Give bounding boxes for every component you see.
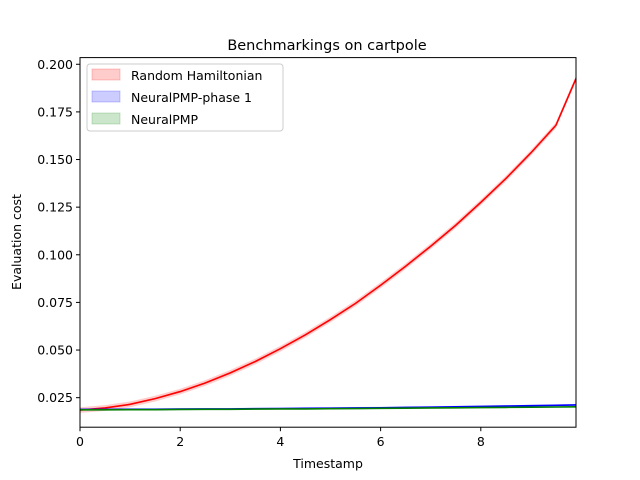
y-tick-label: 0.125 xyxy=(37,200,73,215)
line-neuralpmp xyxy=(80,406,577,411)
legend-box xyxy=(86,63,284,132)
legend-label-neuralpmp-phase-1: NeuralPMP-phase 1 xyxy=(131,90,252,105)
line-random-hamiltonian xyxy=(79,78,577,411)
x-tick-label: 8 xyxy=(477,434,485,449)
y-axis-ticks: 0.025 0.050 0.075 0.100 0.125 0.150 0.175 0.200 xyxy=(37,57,80,405)
y-tick-label: 0.025 xyxy=(37,390,73,405)
legend-swatch-random-hamiltonian xyxy=(91,68,121,81)
x-tick-label: 4 xyxy=(276,434,284,449)
plot-lines xyxy=(79,78,577,411)
x-axis-label: Timestamp xyxy=(292,456,363,471)
y-tick-label: 0.050 xyxy=(37,343,73,358)
x-tick-label: 0 xyxy=(76,434,84,449)
plot-frame xyxy=(79,57,577,428)
legend-swatch-neuralpmp-phase-1 xyxy=(91,90,121,103)
y-tick-label: 0.100 xyxy=(37,247,73,262)
legend: Random Hamiltonian NeuralPMP-phase 1 Neu… xyxy=(86,63,284,132)
legend-label-random-hamiltonian: Random Hamiltonian xyxy=(131,68,262,83)
x-axis-ticks: 0 2 4 6 8 xyxy=(76,427,485,449)
y-tick-label: 0.150 xyxy=(37,152,73,167)
y-axis-label: Evaluation cost xyxy=(9,194,24,290)
y-tick-label: 0.200 xyxy=(37,57,73,72)
chart-title: Benchmarkings on cartpole xyxy=(227,38,426,54)
legend-swatch-neuralpmp xyxy=(91,112,121,125)
y-tick-label: 0.175 xyxy=(37,104,73,119)
x-tick-label: 2 xyxy=(176,434,184,449)
legend-label-neuralpmp: NeuralPMP xyxy=(131,112,199,127)
y-tick-label: 0.075 xyxy=(37,295,73,310)
x-tick-label: 6 xyxy=(377,434,385,449)
